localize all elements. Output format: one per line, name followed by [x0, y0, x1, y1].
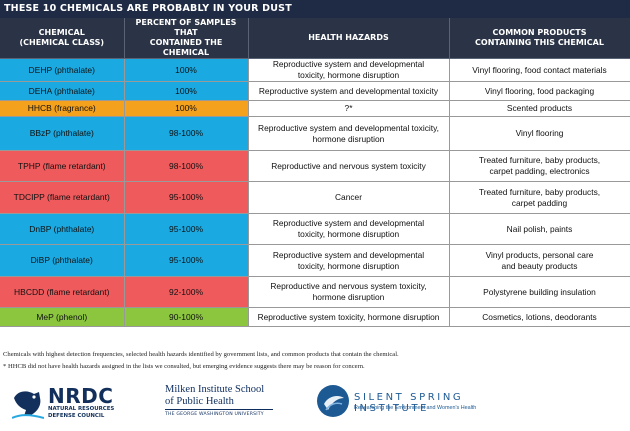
cell-hazards: Reproductive system and developmental to… — [248, 81, 450, 101]
silent-spring-logo: SILENT SPRING INSTITUTE Researching the … — [316, 384, 516, 424]
cell-hazards: Reproductive system and developmental tox… — [248, 213, 450, 245]
cell-percent: 92-100% — [124, 276, 249, 308]
cell-hazards: Reproductive system toxicity, hormone di… — [248, 307, 450, 327]
cell-percent: 100% — [124, 100, 249, 117]
table-row: MeP (phenol) 90-100% Reproductive system t… — [0, 307, 630, 327]
header-hazards: HEALTH HAZARDS — [248, 18, 450, 59]
cell-products: Vinyl flooring, food packaging — [449, 81, 630, 101]
header-chemical: CHEMICAL (CHEMICAL CLASS) — [0, 18, 125, 59]
cell-percent: 100% — [124, 58, 249, 82]
cell-products: Nail polish, paints — [449, 213, 630, 245]
cell-percent: 95-100% — [124, 213, 249, 245]
cell-products: Vinyl flooring, food contact materials — [449, 58, 630, 82]
logo-strip: NRDC NATURAL RESOURCES DEFENSE COUNCIL M… — [0, 380, 630, 431]
footnote-sources: Chemicals with highest detection frequen… — [3, 351, 399, 358]
footnote-hhcb: * HHCB did not have health hazards assig… — [3, 363, 365, 370]
cell-chemical: HHCB (fragrance) — [0, 100, 125, 117]
table-row: HHCB (fragrance) 100% ?* Scented products — [0, 100, 630, 117]
nrdc-logo: NRDC NATURAL RESOURCES DEFENSE COUNCIL — [12, 382, 152, 426]
footnotes: Chemicals with highest detection frequen… — [3, 349, 623, 373]
table-row: TDCIPP (flame retardant) 95-100% Cancer Tre… — [0, 181, 630, 214]
silent-spring-subtitle: Researching the Environment and Women's … — [354, 405, 477, 411]
cell-products: Polystyrene building insulation — [449, 276, 630, 308]
cell-chemical: TPHP (flame retardant) — [0, 150, 125, 182]
cell-chemical: HBCDD (flame retardant) — [0, 276, 125, 308]
cell-hazards: Reproductive system and developmental tox… — [248, 244, 450, 277]
milken-divider — [165, 409, 273, 410]
silent-spring-name: SILENT SPRING INSTITUTE — [354, 392, 464, 414]
cell-percent: 98-100% — [124, 116, 249, 151]
cell-hazards: Cancer — [248, 181, 450, 214]
cell-percent: 95-100% — [124, 244, 249, 277]
table-row: DEHA (phthalate) 100% Reproductive system … — [0, 81, 630, 101]
milken-subtitle: THE GEORGE WASHINGTON UNIVERSITY — [165, 412, 264, 417]
header-products: COMMON PRODUCTS CONTAINING THIS CHEMICAL — [449, 18, 630, 59]
cell-chemical: DiBP (phthalate) — [0, 244, 125, 277]
cell-products: Cosmetics, lotions, deodorants — [449, 307, 630, 327]
silent-spring-globe-icon — [317, 385, 349, 417]
cell-products: Vinyl products, personal care and beauty … — [449, 244, 630, 277]
cell-percent: 100% — [124, 81, 249, 101]
nrdc-name: NRDC — [48, 384, 114, 408]
table-row: BBzP (phthalate) 98-100% Reproductive syst… — [0, 116, 630, 151]
cell-chemical: DEHA (phthalate) — [0, 81, 125, 101]
cell-chemical: MeP (phenol) — [0, 307, 125, 327]
table-row: DnBP (phthalate) 95-100% Reproductive syst… — [0, 213, 630, 245]
cell-hazards: ?* — [248, 100, 450, 117]
cell-chemical: DnBP (phthalate) — [0, 213, 125, 245]
cell-products: Scented products — [449, 100, 630, 117]
table-title: THESE 10 CHEMICALS ARE PROBABLY IN YOUR … — [0, 0, 630, 18]
cell-chemical: BBzP (phthalate) — [0, 116, 125, 151]
cell-chemical: TDCIPP (flame retardant) — [0, 181, 125, 214]
cell-hazards: Reproductive system and developmental to… — [248, 116, 450, 151]
cell-hazards: Reproductive system and developmental tox… — [248, 58, 450, 82]
cell-hazards: Reproductive and nervous system toxicity… — [248, 276, 450, 308]
cell-percent: 95-100% — [124, 181, 249, 214]
cell-products: Vinyl flooring — [449, 116, 630, 151]
nrdc-subtitle: NATURAL RESOURCES DEFENSE COUNCIL — [48, 406, 115, 419]
cell-products: Treated furniture, baby products, carpet … — [449, 181, 630, 214]
milken-name: Milken Institute School of Public Health — [165, 384, 265, 407]
table-row: TPHP (flame retardant) 98-100% Reproductiv… — [0, 150, 630, 182]
milken-logo: Milken Institute School of Public Health… — [165, 384, 285, 417]
chemicals-table: CHEMICAL (CHEMICAL CLASS) PERCENT OF SAMP… — [0, 18, 630, 327]
cell-percent: 90-100% — [124, 307, 249, 327]
header-percent: PERCENT OF SAMPLES THAT CONTAINED THE CHE… — [124, 18, 249, 59]
table-row: DEHP (phthalate) 100% Reproductive system … — [0, 58, 630, 82]
cell-hazards: Reproductive and nervous system toxicity — [248, 150, 450, 182]
nrdc-bear-icon — [12, 391, 44, 419]
table-row: DiBP (phthalate) 95-100% Reproductive syst… — [0, 244, 630, 277]
cell-percent: 98-100% — [124, 150, 249, 182]
table-row: HBCDD (flame retardant) 92-100% Reproducti… — [0, 276, 630, 308]
cell-products: Treated furniture, baby products, carpet … — [449, 150, 630, 182]
header-row: CHEMICAL (CHEMICAL CLASS) PERCENT OF SAMP… — [0, 18, 630, 59]
cell-chemical: DEHP (phthalate) — [0, 58, 125, 82]
